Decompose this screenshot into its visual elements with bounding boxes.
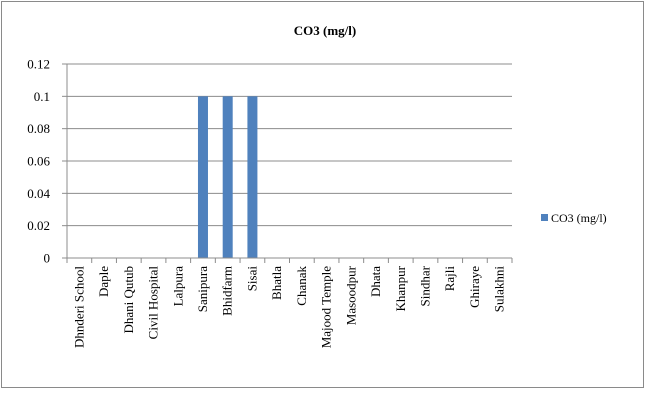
x-tick-label: Sisai xyxy=(244,266,259,292)
y-tick-label: 0.02 xyxy=(27,218,50,233)
x-tick-label: Majood Temple xyxy=(319,266,334,348)
gridlines xyxy=(67,63,512,227)
y-tick-label: 0.08 xyxy=(27,121,50,136)
chart-title: CO3 (mg/l) xyxy=(294,23,356,38)
x-tick-label: Rajli xyxy=(442,266,457,292)
bar xyxy=(222,96,233,258)
y-tick-label: 0.04 xyxy=(27,186,50,201)
bar-chart: CO3 (mg/l) 0 0.02 0.04 0.06 0.08 0.1 0.12 Dhnd… xyxy=(27,23,607,348)
legend-swatch xyxy=(541,214,548,221)
chart-frame: CO3 (mg/l) 0 0.02 0.04 0.06 0.08 0.1 0.12 Dhnd… xyxy=(1,1,644,388)
x-tick-label: Daple xyxy=(96,266,111,297)
x-tick-label: Khanpur xyxy=(393,265,408,311)
y-tick-label: 0.06 xyxy=(27,154,50,169)
legend-label: CO3 (mg/l) xyxy=(551,211,607,225)
x-tick-label: Lalpura xyxy=(170,266,185,307)
y-tick-label: 0 xyxy=(44,251,51,266)
x-tick-label: Sulakhni xyxy=(492,266,507,313)
x-tick-label: Dhani Qutub xyxy=(121,266,136,334)
bar xyxy=(197,96,208,258)
x-axis-ticks: Dhnderi School Daple Dhani Qutub Civil Hosp… xyxy=(71,265,506,348)
x-tick-label: Dhnderi School xyxy=(71,266,86,348)
x-tick-label: Sindhar xyxy=(417,265,432,306)
x-tick-label: Bhatla xyxy=(269,266,284,300)
bars xyxy=(197,96,258,258)
legend: CO3 (mg/l) xyxy=(541,211,607,225)
y-tick-label: 0.1 xyxy=(34,89,50,104)
y-tick-label: 0.12 xyxy=(27,57,50,72)
x-tick-label: Sanipura xyxy=(195,266,210,312)
x-tick-label: Civil Hospital xyxy=(146,266,161,340)
x-tick-label: Dhata xyxy=(368,266,383,297)
x-tick-label: Ghiraye xyxy=(467,266,482,308)
x-tick-label: Bhidfarm xyxy=(220,266,235,316)
x-tick-label: Masoodpur xyxy=(343,265,358,325)
x-tick-label: Chanak xyxy=(294,266,309,306)
bar xyxy=(247,96,258,258)
axes xyxy=(62,63,513,263)
y-axis-ticks: 0 0.02 0.04 0.06 0.08 0.1 0.12 xyxy=(27,57,50,266)
